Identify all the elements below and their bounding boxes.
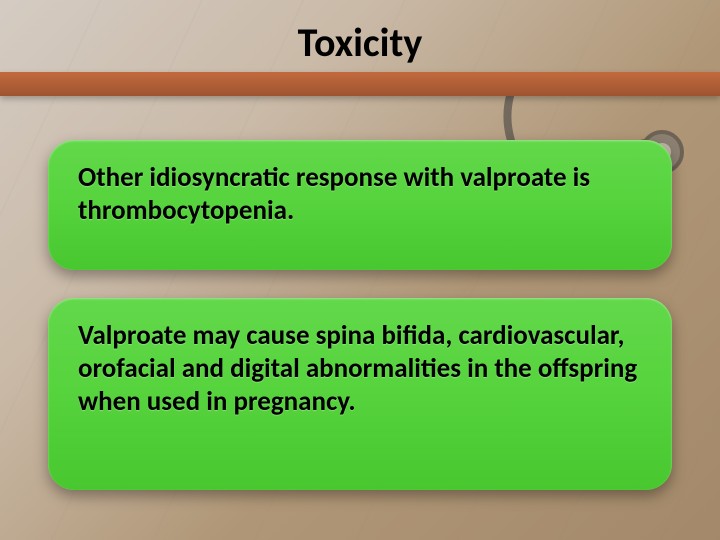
- content-card-1: Other idiosyncratic response with valpro…: [48, 140, 672, 270]
- content-card-2: Valproate may cause spina bifida, cardio…: [48, 298, 672, 490]
- card-2-text: Valproate may cause spina bifida, cardio…: [78, 320, 642, 419]
- card-1-text: Other idiosyncratic response with valpro…: [78, 162, 642, 228]
- accent-bar: [0, 72, 720, 96]
- slide-title: Toxicity: [0, 18, 720, 67]
- slide: Toxicity Other idiosyncratic response wi…: [0, 0, 720, 540]
